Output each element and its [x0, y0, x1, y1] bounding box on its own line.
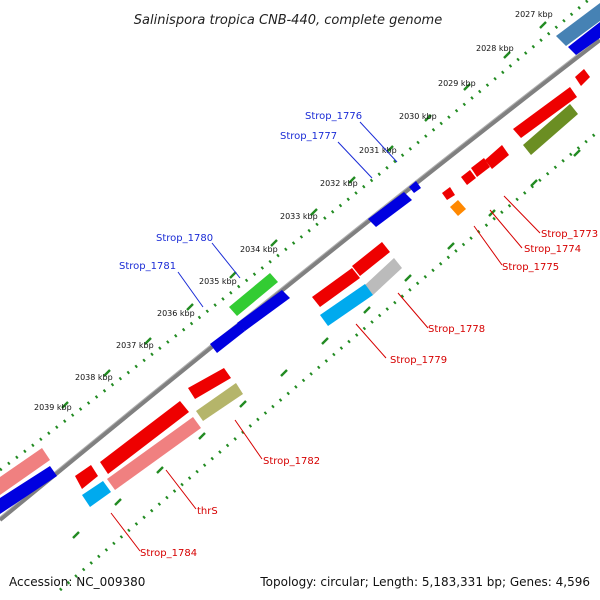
gene-arrow[interactable] [575, 69, 590, 86]
gene-labels: Strop_1776 Strop_1777 Strop_1780 Strop_1… [119, 111, 598, 559]
gene-arrow-strop-1773[interactable] [485, 145, 509, 169]
gene-arrow[interactable] [0, 466, 57, 514]
outer-ruler-ticks [61, 21, 547, 409]
outer-ruler-dotted [0, 0, 591, 472]
gene-label-strop-1776[interactable]: Strop_1776 [305, 111, 362, 122]
gene-arrow[interactable] [188, 368, 231, 399]
kbp-label: 2034 kbp [240, 245, 278, 254]
gene-arrow-thrs[interactable] [100, 401, 189, 474]
callout-lines [110, 121, 541, 552]
gene-arrow-strop-1774[interactable] [471, 158, 490, 177]
kbp-label: 2037 kbp [116, 341, 154, 350]
map-title: Salinispora tropica CNB-440, complete ge… [134, 13, 442, 28]
kbp-label: 2027 kbp [515, 10, 553, 19]
gene-arrow-strop-1778[interactable] [365, 258, 402, 295]
gene-arrow[interactable] [352, 242, 390, 276]
kbp-label: 2038 kbp [75, 373, 113, 382]
kbp-label: 2035 kbp [199, 277, 237, 286]
gene-label-strop-1784[interactable]: Strop_1784 [140, 548, 197, 559]
kbp-label: 2028 kbp [476, 44, 514, 53]
kbp-label: 2032 kbp [320, 179, 358, 188]
gene-label-strop-1778[interactable]: Strop_1778 [428, 324, 485, 335]
gene-arrow-strop-1776[interactable] [409, 181, 421, 193]
gene-arrow-strop-1775[interactable] [450, 200, 466, 216]
gene-arrow-strop-1781[interactable] [237, 290, 290, 331]
gene-arrow[interactable] [513, 87, 577, 138]
gene-arrow[interactable] [568, 22, 600, 55]
gene-label-strop-1775[interactable]: Strop_1775 [502, 262, 559, 273]
gene-arrow[interactable] [461, 170, 476, 185]
gene-label-strop-1779[interactable]: Strop_1779 [390, 355, 447, 366]
gene-arrow-strop-1782[interactable] [196, 383, 243, 421]
kbp-label: 2039 kbp [34, 403, 72, 412]
genome-backbone-highlight [0, 36, 600, 518]
gene-arrow[interactable] [75, 465, 98, 489]
accession-text: Accession: NC_009380 [9, 575, 145, 589]
gene-arrow[interactable] [312, 268, 360, 307]
gene-label-strop-1781[interactable]: Strop_1781 [119, 261, 176, 272]
gene-arrow[interactable] [556, 3, 600, 46]
kbp-label: 2033 kbp [280, 212, 318, 221]
kbp-label: 2031 kbp [359, 146, 397, 155]
inner-ruler-dotted [59, 128, 600, 592]
gene-label-strop-1774[interactable]: Strop_1774 [524, 244, 581, 255]
gene-arrow-strop-1784[interactable] [82, 481, 111, 507]
gene-arrow[interactable] [210, 323, 245, 353]
gene-arrow[interactable] [442, 187, 455, 200]
gene-arrow-strop-1777[interactable] [368, 192, 412, 227]
reverse-strand-genes [75, 69, 590, 507]
kbp-label: 2030 kbp [399, 112, 437, 121]
gene-arrow[interactable] [523, 104, 578, 155]
gene-label-strop-1782[interactable]: Strop_1782 [263, 456, 320, 467]
kbp-labels: 2027 kbp 2028 kbp 2029 kbp 2030 kbp 2031… [34, 10, 553, 412]
gene-label-thrs[interactable]: thrS [197, 506, 218, 517]
genome-summary-text: Topology: circular; Length: 5,183,331 bp… [259, 575, 590, 589]
gene-arrow[interactable] [0, 448, 50, 495]
genome-backbone [0, 38, 600, 522]
kbp-label: 2029 kbp [438, 79, 476, 88]
gene-arrow-strop-1780[interactable] [229, 273, 278, 316]
gene-arrow[interactable] [107, 417, 201, 490]
gene-label-strop-1773[interactable]: Strop_1773 [541, 229, 598, 240]
gene-label-strop-1777[interactable]: Strop_1777 [280, 131, 337, 142]
forward-strand-genes [0, 3, 600, 514]
kbp-label: 2036 kbp [157, 309, 195, 318]
gene-label-strop-1780[interactable]: Strop_1780 [156, 233, 213, 244]
gene-arrow-strop-1779[interactable] [320, 284, 373, 326]
